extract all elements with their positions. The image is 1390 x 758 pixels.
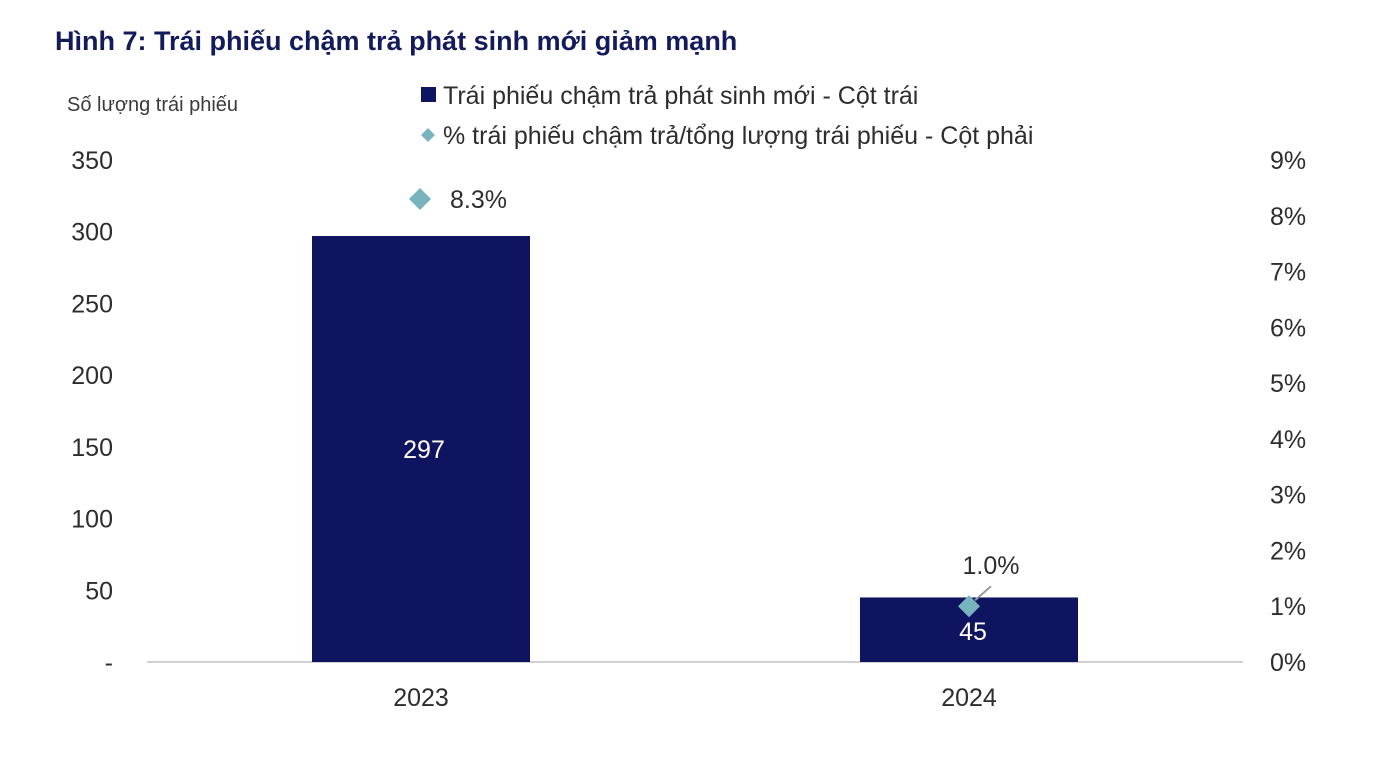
right-tick-label: 7% <box>1270 259 1306 287</box>
x-tick-label: 2024 <box>941 684 997 712</box>
percent-label: 8.3% <box>450 186 507 214</box>
legend-swatch-bars <box>421 87 436 102</box>
percent-label: 1.0% <box>963 552 1020 580</box>
percent-series: 8.3% 1.0% <box>409 186 1020 618</box>
left-tick-label: 150 <box>71 434 113 462</box>
left-tick-label: 200 <box>71 362 113 390</box>
right-tick-label: 5% <box>1270 370 1306 398</box>
left-axis-ticks: - 50 100 150 200 250 300 350 <box>71 147 113 677</box>
right-tick-label: 3% <box>1270 482 1306 510</box>
left-tick-label: 100 <box>71 506 113 534</box>
percent-leader-line <box>974 585 992 601</box>
bar-value-label: 297 <box>403 436 445 464</box>
right-axis-ticks: 0% 1% 2% 3% 4% 5% 6% 7% 8% 9% <box>1270 147 1306 677</box>
bar-value-labels: 297 45 <box>403 436 987 646</box>
legend: Trái phiếu chậm trả phát sinh mới - Cột … <box>421 82 1033 150</box>
bar <box>312 236 530 662</box>
percent-marker <box>958 595 980 618</box>
legend-item-bars: Trái phiếu chậm trả phát sinh mới - Cột … <box>421 82 918 110</box>
right-tick-label: 0% <box>1270 649 1306 677</box>
left-tick-label: 250 <box>71 290 113 318</box>
right-tick-label: 8% <box>1270 203 1306 231</box>
legend-label-bars: Trái phiếu chậm trả phát sinh mới - Cột … <box>443 82 918 110</box>
left-tick-label: 300 <box>71 219 113 247</box>
left-axis-title: Số lượng trái phiếu <box>67 94 238 116</box>
left-tick-label: 350 <box>71 147 113 175</box>
right-tick-label: 2% <box>1270 537 1306 565</box>
right-tick-label: 6% <box>1270 314 1306 342</box>
legend-item-percent: % trái phiếu chậm trả/tổng lượng trái ph… <box>421 122 1033 150</box>
x-axis-ticks: 2023 2024 <box>393 684 997 712</box>
right-tick-label: 1% <box>1270 593 1306 621</box>
figure-title: Hình 7: Trái phiếu chậm trả phát sinh mớ… <box>55 26 737 56</box>
percent-marker <box>409 188 431 211</box>
right-tick-label: 4% <box>1270 426 1306 454</box>
bar-value-label: 45 <box>959 618 987 646</box>
right-tick-label: 9% <box>1270 147 1306 175</box>
left-tick-label: 50 <box>85 577 113 605</box>
left-tick-label: - <box>105 649 113 677</box>
legend-label-percent: % trái phiếu chậm trả/tổng lượng trái ph… <box>443 122 1033 150</box>
x-tick-label: 2023 <box>393 684 449 712</box>
legend-marker-percent <box>421 128 435 142</box>
